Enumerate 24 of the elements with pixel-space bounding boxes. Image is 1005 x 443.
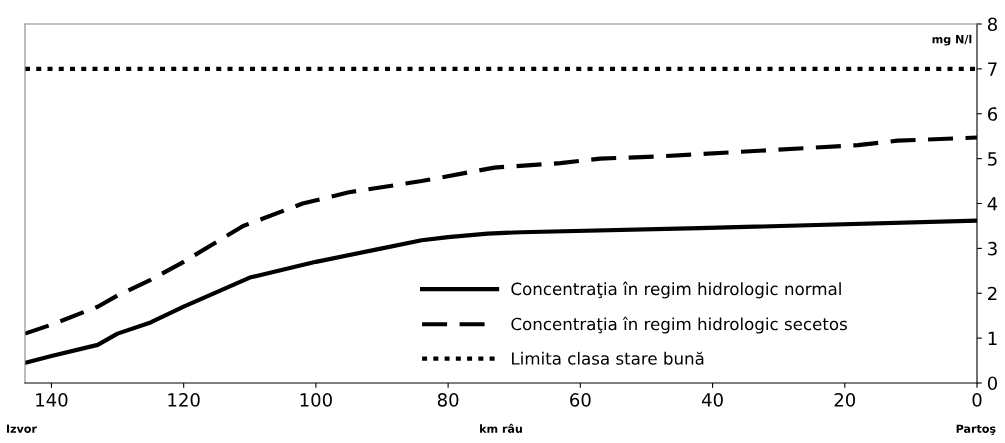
x-tick-label: 40 xyxy=(701,393,723,407)
y-tick-label: 7 xyxy=(988,62,997,76)
x-tick-label: 120 xyxy=(168,393,200,407)
x-tick-label: 140 xyxy=(36,393,68,407)
x-tick-label: 20 xyxy=(834,393,856,407)
y-tick-label: 2 xyxy=(988,286,997,301)
text: Partoş xyxy=(956,424,996,435)
x-tick-label: 60 xyxy=(570,393,591,407)
y-axis-title: mg N/l xyxy=(932,34,972,46)
y-tick-label: 4 xyxy=(987,197,998,211)
y-tick-label: 1 xyxy=(988,331,997,345)
y-tick-label: 6 xyxy=(987,107,998,121)
y-tick-label: 3 xyxy=(988,241,997,256)
x-axis-title: km râu xyxy=(480,423,522,433)
text: Izvor xyxy=(6,424,37,433)
y-tick-label: 5 xyxy=(988,152,997,166)
legend-label: Concentraţia în regim hidrologic normal xyxy=(511,281,841,299)
legend-label: Limita clasa stare bună xyxy=(512,351,704,365)
x-tick-label: 80 xyxy=(437,393,459,407)
legend-label: Concentraţia în regim hidrologic secetos xyxy=(511,316,847,334)
x-tick-label: 0 xyxy=(972,393,982,407)
y-tick-label: 8 xyxy=(987,17,997,32)
y-tick-label: 0 xyxy=(987,376,998,391)
x-tick-label: 100 xyxy=(300,393,332,407)
